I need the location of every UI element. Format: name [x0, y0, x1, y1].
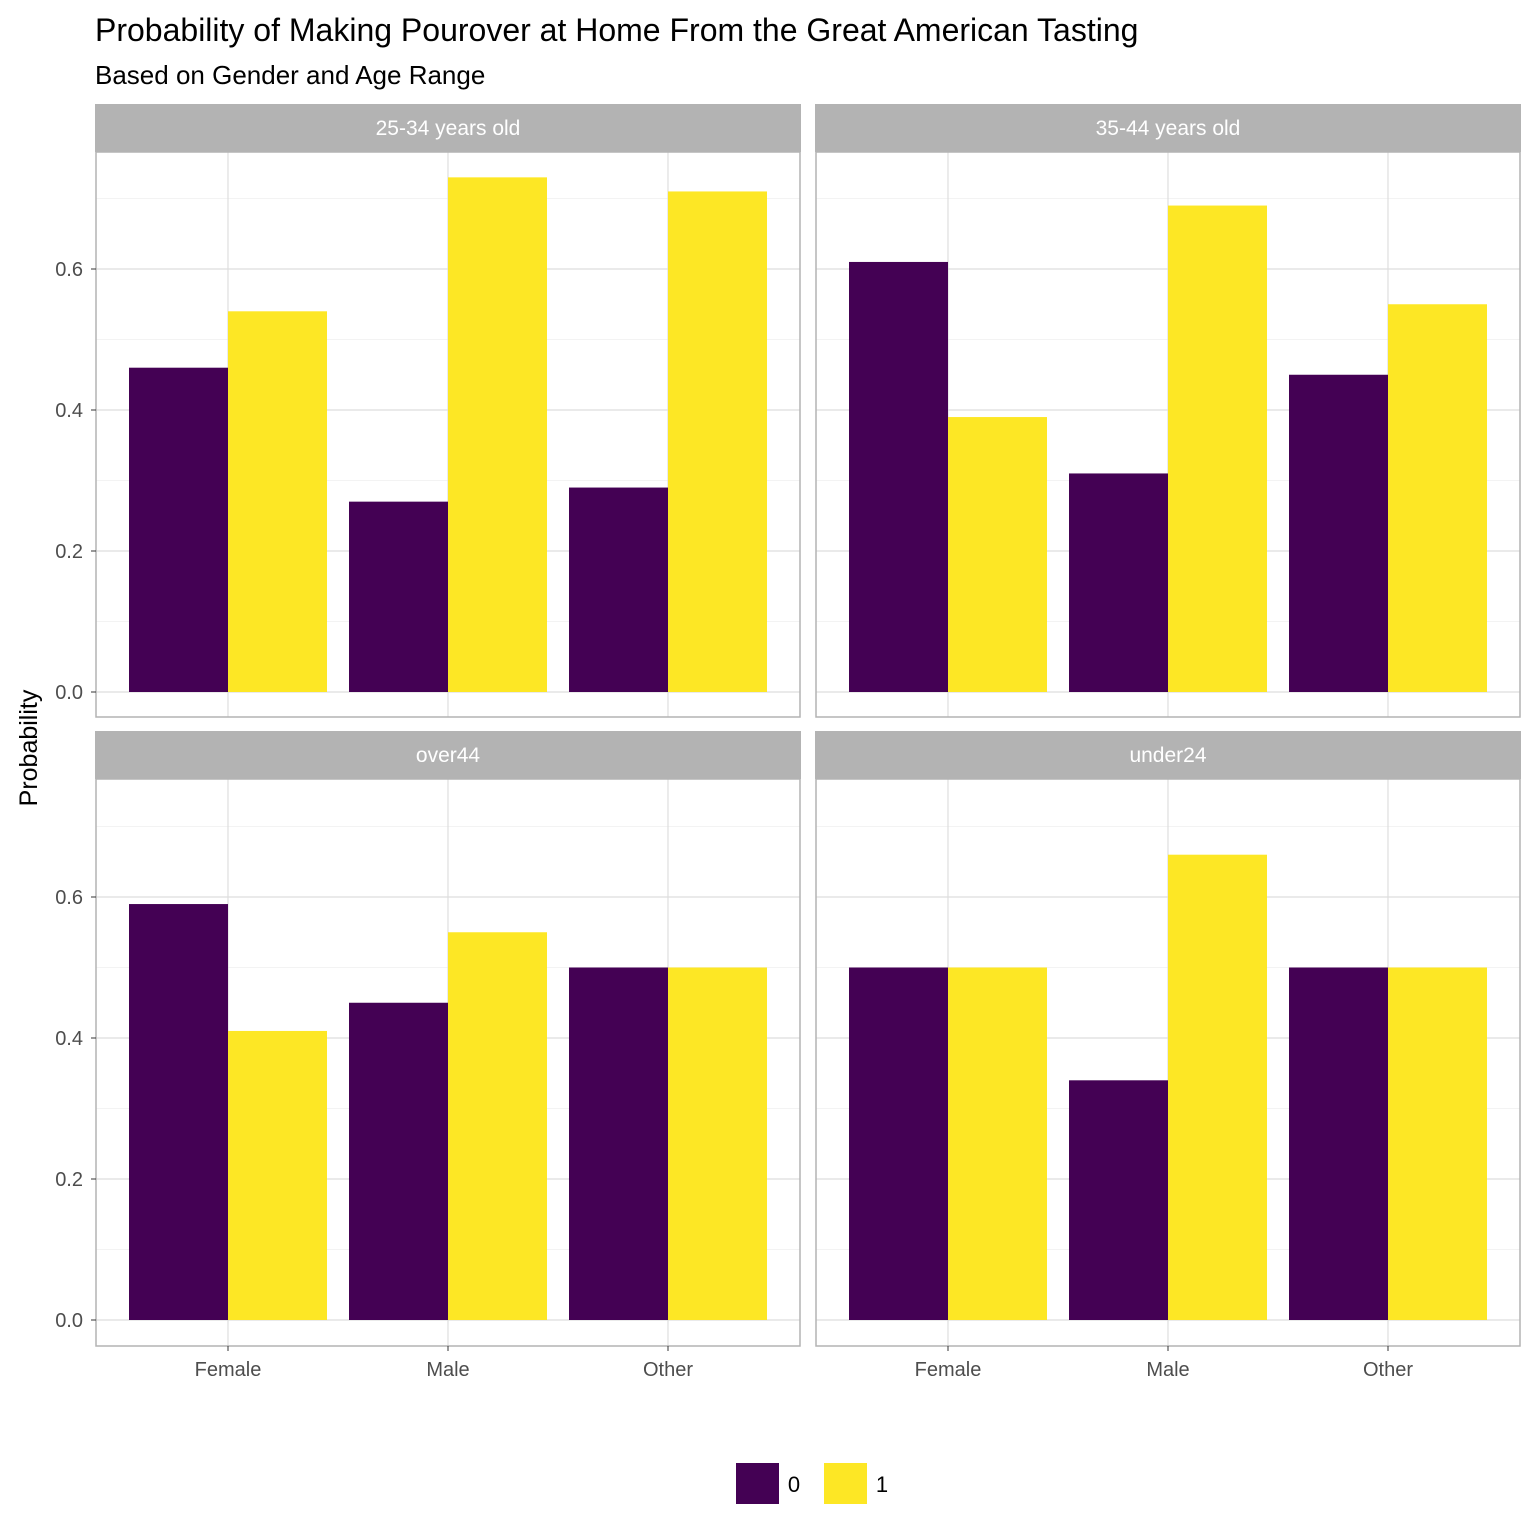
- y-tick-label: 0.4: [55, 1028, 83, 1050]
- bar-35-44-years-old-male-0: [1069, 473, 1168, 692]
- bar-under24-other-1: [1388, 967, 1487, 1320]
- x-tick-label: Female: [195, 1359, 262, 1381]
- bar-under24-male-1: [1168, 854, 1267, 1320]
- bar-25-34-years-old-female-0: [129, 367, 228, 692]
- y-tick-label: 0.6: [55, 259, 83, 281]
- bar-25-34-years-old-other-1: [668, 191, 767, 692]
- bar-over44-male-0: [349, 1002, 448, 1320]
- facet-strip: [95, 104, 801, 152]
- bar-over44-male-1: [448, 932, 547, 1320]
- bar-over44-other-0: [569, 967, 668, 1320]
- bar-35-44-years-old-other-0: [1289, 374, 1388, 692]
- bar-35-44-years-old-female-1: [948, 417, 1047, 692]
- legend-label-1: 1: [876, 1472, 888, 1497]
- bar-25-34-years-old-male-0: [349, 501, 448, 692]
- y-tick-label: 0.4: [55, 400, 83, 422]
- x-tick-label: Other: [643, 1359, 693, 1381]
- x-tick-label: Female: [915, 1359, 982, 1381]
- facet-panel: 35-44 years old: [815, 104, 1521, 718]
- bar-35-44-years-old-other-1: [1388, 304, 1487, 692]
- y-tick-label: 0.2: [55, 541, 83, 563]
- facet-strip-label: under24: [1129, 744, 1206, 767]
- bar-over44-female-1: [228, 1030, 327, 1320]
- legend-label-0: 0: [788, 1472, 800, 1497]
- y-tick-label: 0.6: [55, 887, 83, 909]
- y-axis-title: Probability: [15, 689, 43, 806]
- facet-strip-label: 35-44 years old: [1096, 117, 1241, 140]
- facet-strip: [815, 731, 1521, 779]
- facet-strip-label: over44: [416, 744, 481, 767]
- y-tick-label: 0.0: [55, 682, 83, 704]
- bar-over44-other-1: [668, 967, 767, 1320]
- bar-25-34-years-old-female-1: [228, 311, 327, 692]
- legend-key-0: [736, 1463, 779, 1504]
- x-tick-label: Male: [1146, 1359, 1189, 1381]
- bar-25-34-years-old-other-0: [569, 487, 668, 692]
- bar-35-44-years-old-female-0: [849, 261, 948, 692]
- bar-under24-female-1: [948, 967, 1047, 1320]
- panels-layer: 25-34 years old 0.0 0.2 0.4 0.6 35-44 years o…: [55, 104, 1521, 1381]
- facet-strip: [95, 731, 801, 779]
- y-tick-label: 0.0: [55, 1310, 83, 1332]
- bar-under24-male-0: [1069, 1080, 1168, 1320]
- bar-25-34-years-old-male-1: [448, 177, 547, 693]
- facet-panel: 25-34 years old 0.0 0.2 0.4 0.6: [55, 104, 801, 718]
- x-tick-label: Other: [1363, 1359, 1413, 1381]
- facet-panel: over44 0.0 0.2 0.4 0.6 Female Male Other: [55, 731, 801, 1381]
- chart-title: Probability of Making Pourover at Home F…: [95, 12, 1138, 48]
- bar-under24-other-0: [1289, 967, 1388, 1320]
- y-tick-label: 0.2: [55, 1169, 83, 1191]
- x-tick-label: Male: [426, 1359, 469, 1381]
- legend-key-1: [824, 1463, 867, 1504]
- facet-strip-label: 25-34 years old: [376, 117, 521, 140]
- bar-35-44-years-old-male-1: [1168, 205, 1267, 693]
- bar-under24-female-0: [849, 967, 948, 1320]
- facet-strip: [815, 104, 1521, 152]
- facet-panel: under24 Female Male Other: [815, 731, 1521, 1381]
- chart-subtitle: Based on Gender and Age Range: [95, 60, 485, 90]
- bar-over44-female-0: [129, 904, 228, 1320]
